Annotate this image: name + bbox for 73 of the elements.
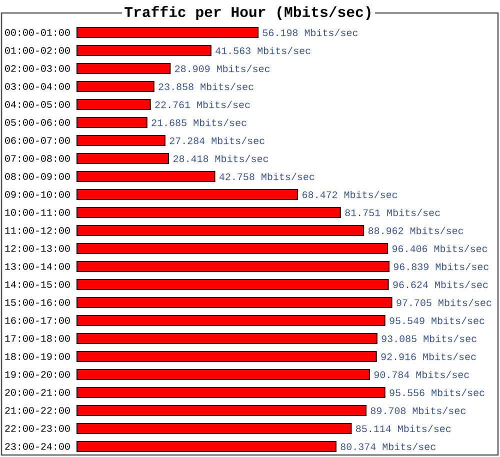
y-tick-label: 19:00-20:00: [5, 371, 70, 378]
bar: [76, 242, 388, 254]
data-label: 27.284 Mbits/sec: [170, 136, 264, 144]
y-tick-label: 02:00-03:00: [5, 65, 70, 72]
y-tick-label: 18:00-19:00: [5, 353, 70, 360]
data-label: 68.472 Mbits/sec: [302, 190, 398, 198]
bar: [76, 26, 259, 38]
y-tick-label: 06:00-07:00: [5, 137, 70, 144]
data-label: 95.549 Mbits/sec: [390, 316, 484, 324]
bar: [76, 260, 390, 272]
y-tick-label: 07:00-08:00: [5, 155, 70, 162]
bar: [76, 116, 148, 128]
bar: [76, 152, 170, 164]
bar: [76, 278, 389, 290]
data-label: 28.909 Mbits/sec: [175, 64, 270, 72]
bar: [76, 368, 370, 380]
y-tick-label: 16:00-17:00: [5, 317, 70, 324]
data-label: 88.962 Mbits/sec: [368, 226, 464, 234]
y-tick-label: 11:00-12:00: [5, 227, 70, 234]
bar: [76, 134, 166, 146]
y-tick-label: 17:00-18:00: [5, 335, 70, 342]
bar: [76, 188, 298, 200]
data-label: 28.418 Mbits/sec: [173, 154, 268, 162]
data-label: 42.758 Mbits/sec: [219, 172, 314, 180]
y-tick-label: 13:00-14:00: [5, 263, 70, 270]
data-label: 23.858 Mbits/sec: [158, 82, 254, 90]
y-tick-label: 03:00-04:00: [5, 83, 70, 90]
data-label: 96.406 Mbits/sec: [392, 244, 488, 252]
bar: [76, 440, 336, 452]
data-label: 56.198 Mbits/sec: [262, 28, 358, 36]
bar: [76, 332, 378, 344]
bar: [76, 170, 216, 182]
bar: [76, 224, 364, 236]
bar: [76, 404, 367, 416]
bar: [76, 98, 151, 110]
data-label: 80.374 Mbits/sec: [340, 442, 436, 450]
y-tick-label: 15:00-16:00: [5, 299, 70, 306]
y-tick-label: 00:00-01:00: [5, 29, 70, 36]
chart-title: Traffic per Hour (Mbits/sec): [124, 6, 370, 20]
data-label: 89.708 Mbits/sec: [370, 406, 466, 414]
y-tick-label: 05:00-06:00: [5, 119, 70, 126]
data-label: 96.624 Mbits/sec: [393, 280, 488, 288]
data-label: 81.751 Mbits/sec: [345, 208, 440, 216]
bar: [76, 44, 212, 56]
y-tick-label: 10:00-11:00: [5, 209, 70, 216]
data-label: 95.556 Mbits/sec: [390, 388, 484, 396]
bar: [76, 350, 377, 362]
data-label: 92.916 Mbits/sec: [381, 352, 476, 360]
y-tick-label: 14:00-15:00: [5, 281, 70, 288]
y-tick-label: 08:00-09:00: [5, 173, 70, 180]
bar: [76, 314, 386, 326]
data-label: 41.563 Mbits/sec: [216, 46, 310, 54]
y-tick-label: 01:00-02:00: [5, 47, 70, 54]
bar: [76, 80, 154, 92]
y-tick-label: 22:00-23:00: [5, 425, 70, 432]
y-tick-label: 20:00-21:00: [5, 389, 70, 396]
y-tick-label: 23:00-24:00: [5, 443, 70, 450]
data-label: 22.761 Mbits/sec: [155, 100, 250, 108]
data-label: 85.114 Mbits/sec: [356, 424, 451, 432]
data-label: 96.839 Mbits/sec: [394, 262, 488, 270]
y-tick-label: 04:00-05:00: [5, 101, 70, 108]
y-tick-label: 12:00-13:00: [5, 245, 70, 252]
bar: [76, 62, 171, 74]
data-label: 90.784 Mbits/sec: [374, 370, 469, 378]
data-label: 93.085 Mbits/sec: [382, 334, 476, 342]
bar: [76, 386, 386, 398]
bar: [76, 206, 341, 218]
y-tick-label: 09:00-10:00: [5, 191, 70, 198]
y-tick-label: 21:00-22:00: [5, 407, 70, 414]
data-label: 21.685 Mbits/sec: [152, 118, 246, 126]
data-label: 97.705 Mbits/sec: [396, 298, 492, 306]
bar: [76, 422, 352, 434]
bar: [76, 296, 392, 308]
